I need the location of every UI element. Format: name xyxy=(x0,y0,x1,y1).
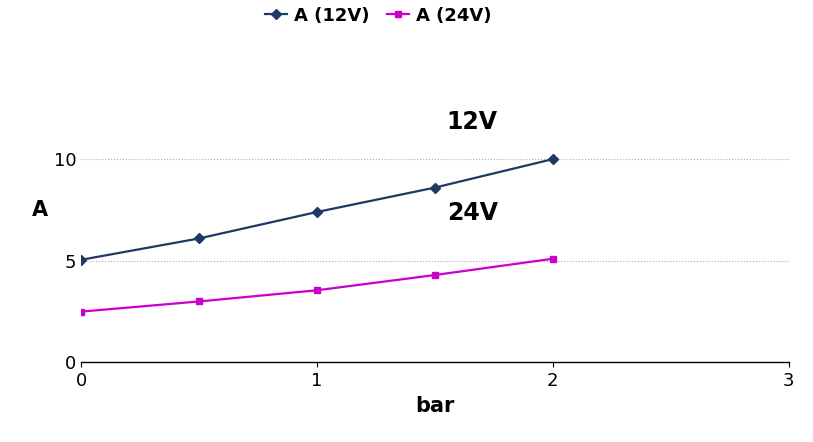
A (12V) xyxy=(548,156,558,162)
A (24V) xyxy=(312,288,322,293)
Legend: A (12V), A (24V): A (12V), A (24V) xyxy=(258,0,499,32)
A (12V) xyxy=(194,236,204,241)
A (12V) xyxy=(312,210,322,215)
A (24V) xyxy=(430,272,440,278)
A (24V) xyxy=(548,256,558,261)
Text: 12V: 12V xyxy=(447,110,498,133)
X-axis label: bar: bar xyxy=(415,396,454,416)
Text: 24V: 24V xyxy=(447,201,498,225)
A (12V) xyxy=(76,257,86,263)
Y-axis label: A: A xyxy=(32,200,48,220)
Line: A (12V): A (12V) xyxy=(78,156,556,263)
Line: A (24V): A (24V) xyxy=(78,255,556,315)
A (24V) xyxy=(76,309,86,314)
A (24V) xyxy=(194,299,204,304)
A (12V) xyxy=(430,185,440,190)
